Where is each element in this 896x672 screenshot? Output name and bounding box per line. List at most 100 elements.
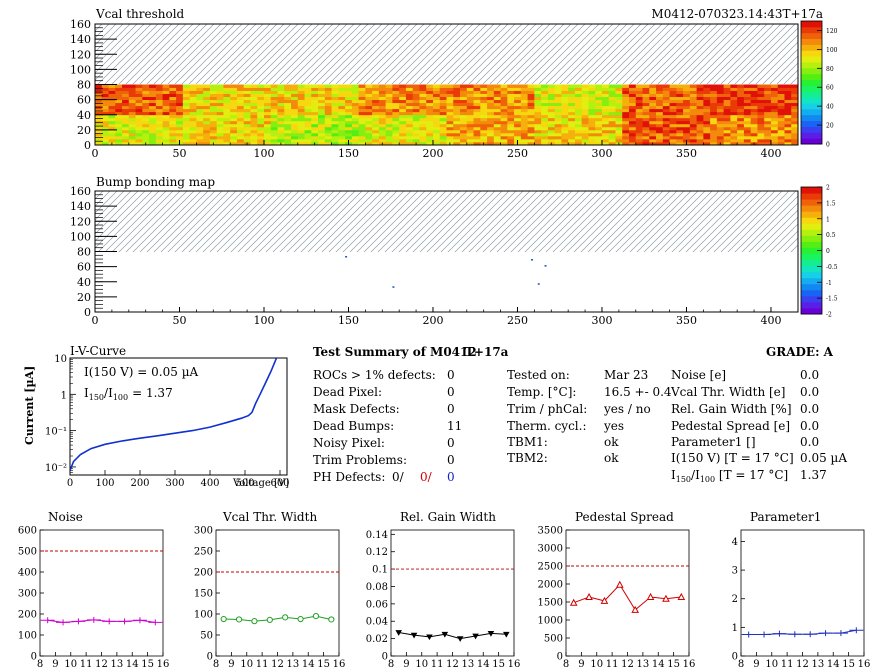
heatmap-cell (358, 108, 366, 113)
heatmap-cell (324, 84, 332, 88)
summary-grade: GRADE: A (766, 345, 834, 359)
heatmap-cell (716, 96, 725, 101)
heatmap-cell (520, 93, 529, 97)
heatmap-cell (311, 102, 319, 107)
heatmap-cell (318, 117, 326, 122)
heatmap-cell (493, 99, 501, 104)
heatmap-cell (703, 114, 711, 119)
heatmap-cell (223, 126, 231, 131)
heatmap-cell (791, 117, 799, 122)
palette-tick-label: -0.5 (826, 264, 838, 271)
heatmap-cell (209, 108, 218, 113)
palette-swatch (801, 56, 822, 63)
heatmap-cell (351, 138, 360, 143)
heatmap-cell (683, 111, 691, 116)
roc-y-tick-label: 2500 (538, 562, 563, 573)
heatmap-cell (574, 102, 583, 107)
heatmap-cell (676, 96, 684, 101)
heatmap-cell (601, 129, 610, 134)
heatmap-cell (155, 90, 163, 94)
heatmap-cell (338, 90, 346, 94)
heatmap-cell (142, 138, 150, 143)
heatmap-cell (493, 129, 501, 134)
heatmap-cell (784, 84, 792, 88)
heatmap-cell (345, 108, 353, 113)
heatmap-cell (466, 105, 474, 110)
heatmap-cell (243, 99, 251, 104)
heatmap-cell (122, 114, 130, 119)
heatmap-cell (574, 96, 583, 101)
heatmap-cell (520, 87, 529, 91)
roc-y-tick-label: 500 (544, 634, 563, 645)
heatmap-cell (297, 135, 305, 140)
heatmap-cell (473, 87, 481, 91)
heatmap-cell (270, 123, 278, 128)
heatmap-cell (169, 102, 177, 107)
heatmap-cell (635, 120, 643, 125)
summary-col2-label: Tested on: (507, 368, 570, 382)
heatmap-cell (176, 135, 184, 140)
roc-y-tick-label: 400 (18, 568, 37, 579)
heatmap-cell (405, 87, 414, 91)
heatmap-cell (527, 87, 535, 91)
heatmap-cell (777, 87, 785, 91)
heatmap-cell (95, 84, 103, 88)
heatmap-cell (176, 87, 184, 91)
heatmap-cell (277, 114, 285, 119)
heatmap-cell (101, 126, 109, 131)
roc-x-tick-label: 10 (590, 659, 603, 670)
palette-swatch (801, 126, 822, 133)
heatmap-cell (115, 126, 123, 131)
heatmap-cell (689, 96, 698, 101)
roc-y-tick-label: 0 (382, 652, 388, 663)
heatmap-cell (101, 93, 109, 97)
map-y-tick-label: 140 (70, 33, 91, 46)
heatmap-cell (750, 135, 758, 140)
heatmap-cell (304, 105, 312, 110)
heatmap-cell (135, 120, 143, 125)
heatmap-cell (291, 87, 299, 91)
heatmap-cell (669, 120, 677, 125)
heatmap-cell (223, 117, 231, 122)
heatmap-cell (385, 114, 393, 119)
roc-y-tick-label: 0.04 (366, 617, 388, 628)
heatmap-cell (318, 120, 326, 125)
heatmap-cell (507, 141, 515, 146)
heatmap-cell (547, 138, 556, 143)
heatmap-cell (149, 114, 157, 119)
summary-col2-label: Trim / phCal: (507, 402, 587, 416)
heatmap-cell (514, 135, 522, 140)
heatmap-cell (473, 105, 481, 110)
heatmap-cell (223, 90, 231, 94)
heatmap-cell (716, 84, 725, 88)
heatmap-cell (95, 129, 103, 134)
heatmap-cell (135, 96, 143, 101)
heatmap-cell (149, 87, 157, 91)
heatmap-cell (547, 120, 556, 125)
heatmap-cell (372, 126, 380, 131)
heatmap-cell (622, 132, 630, 137)
heatmap-cell (716, 105, 725, 110)
heatmap-cell (676, 120, 684, 125)
heatmap-cell (568, 84, 576, 88)
heatmap-cell (338, 99, 346, 104)
heatmap-cell (750, 120, 758, 125)
heatmap-cell (764, 90, 772, 94)
heatmap-cell (480, 117, 488, 122)
heatmap-cell (541, 99, 549, 104)
heatmap-cell (230, 129, 238, 134)
bump-bonding-palette: -2-1.5-1-0.500.511.52 (800, 185, 838, 319)
iv-x-tick-label: 400 (200, 478, 219, 489)
map-x-tick-label: 300 (591, 314, 612, 327)
heatmap-cell (554, 114, 562, 119)
heatmap-cell (493, 93, 501, 97)
heatmap-cell (243, 129, 251, 134)
heatmap-cell (257, 114, 265, 119)
iv-x-tick-label: 0 (67, 478, 73, 489)
heatmap-cell (662, 114, 670, 119)
roc-y-tick-label: 200 (18, 610, 37, 621)
heatmap-cell (115, 93, 123, 97)
heatmap-cell (743, 135, 752, 140)
heatmap-cell (378, 111, 387, 116)
palette-swatch (801, 193, 822, 200)
